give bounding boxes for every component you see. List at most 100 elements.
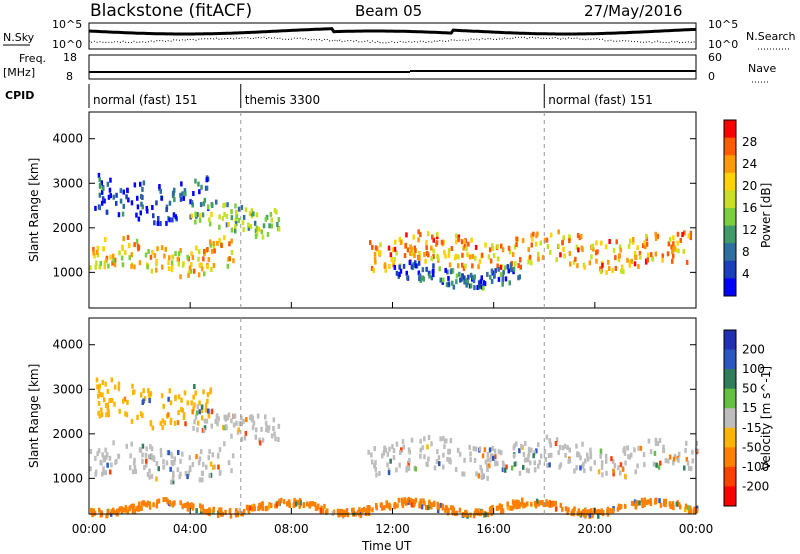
echo-cell xyxy=(158,184,161,189)
power-colorbar-tick-label: 12 xyxy=(742,223,757,237)
echo-cell xyxy=(658,438,662,443)
echo-cell xyxy=(132,503,135,509)
echo-cell xyxy=(195,245,198,251)
echo-cell xyxy=(501,274,505,280)
echo-cell xyxy=(176,420,180,426)
velocity-colorbar-swatch xyxy=(724,408,736,429)
echo-cell xyxy=(432,263,435,269)
echo-cell xyxy=(520,444,523,449)
echo-cell xyxy=(218,224,221,230)
echo-cell xyxy=(255,212,259,218)
echo-cell xyxy=(636,463,639,469)
echo-cell xyxy=(137,246,140,252)
echo-cell xyxy=(277,217,281,223)
echo-cell xyxy=(418,502,422,508)
echo-cell xyxy=(401,439,405,445)
echo-cell xyxy=(619,462,623,468)
echo-cell xyxy=(100,180,103,186)
echo-cell xyxy=(501,508,505,514)
echo-cell xyxy=(257,506,260,512)
echo-cell xyxy=(500,508,503,514)
echo-cell xyxy=(493,272,496,278)
echo-cell xyxy=(306,501,309,507)
echo-cell xyxy=(528,254,532,260)
velocity-colorbar-tick-label: -200 xyxy=(742,479,769,493)
echo-cell xyxy=(160,245,164,251)
echo-cell xyxy=(402,263,406,269)
echo-cell xyxy=(672,505,675,511)
echo-cell xyxy=(188,265,192,271)
echo-cell xyxy=(691,449,694,455)
echo-cell xyxy=(145,205,148,211)
echo-cell xyxy=(637,264,640,269)
echo-cell xyxy=(371,244,374,250)
echo-cell xyxy=(438,461,441,467)
echo-cell xyxy=(576,263,579,269)
echo-cell xyxy=(402,444,405,450)
echo-cell xyxy=(238,421,242,427)
velocity-ylabel: Slant Range [km] xyxy=(27,364,41,468)
freq-label: Freq. xyxy=(19,52,46,65)
echo-cell xyxy=(395,467,398,473)
echo-cell xyxy=(393,504,396,510)
echo-cell xyxy=(559,252,562,258)
y-tick-label: 3000 xyxy=(52,382,83,396)
echo-cell xyxy=(467,274,470,280)
radar-title: Blackstone (fitACF) xyxy=(90,1,252,21)
echo-cell xyxy=(179,471,182,477)
echo-cell xyxy=(643,462,646,468)
echo-cell xyxy=(653,450,657,456)
echo-cell xyxy=(155,461,159,466)
echo-cell xyxy=(242,418,245,424)
echo-cell xyxy=(676,231,680,237)
echo-cell xyxy=(515,502,518,508)
echo-cell xyxy=(98,205,101,211)
echo-cell xyxy=(216,240,219,246)
echo-cell xyxy=(192,503,195,509)
echo-cell xyxy=(469,457,472,463)
echo-cell xyxy=(204,402,208,408)
echo-cell xyxy=(181,503,184,509)
echo-cell xyxy=(100,412,104,418)
echo-cell xyxy=(359,513,362,519)
echo-cell xyxy=(167,450,170,456)
echo-cell xyxy=(684,503,688,509)
echo-cell xyxy=(125,412,129,418)
echo-cell xyxy=(609,508,612,514)
echo-cell xyxy=(206,264,209,270)
echo-cell xyxy=(316,505,319,511)
echo-cell xyxy=(584,458,587,464)
echo-cell xyxy=(550,502,554,508)
echo-cell xyxy=(649,449,653,455)
echo-cell xyxy=(654,499,657,505)
echo-cell xyxy=(549,249,552,255)
echo-cell xyxy=(141,452,144,458)
echo-cell xyxy=(270,217,273,223)
echo-cell xyxy=(669,504,672,510)
echo-cell xyxy=(201,477,204,483)
velocity-colorbar-tick-label: 50 xyxy=(742,382,757,396)
echo-cell xyxy=(562,235,565,241)
echo-cell xyxy=(515,242,518,248)
echo-cell xyxy=(109,254,112,260)
echo-cell xyxy=(207,204,210,210)
echo-cell xyxy=(223,211,226,217)
echo-cell xyxy=(608,239,611,244)
echo-cell xyxy=(581,247,584,253)
echo-cell xyxy=(519,256,522,262)
echo-cell xyxy=(135,506,138,512)
echo-cell xyxy=(251,415,254,421)
echo-cell xyxy=(253,220,257,226)
echo-cell xyxy=(383,445,386,451)
echo-cell xyxy=(163,420,167,426)
echo-cell xyxy=(408,260,412,266)
echo-cell xyxy=(188,465,192,471)
echo-cell xyxy=(268,223,271,229)
echo-cell xyxy=(209,242,212,248)
echo-cell xyxy=(663,498,666,504)
echo-cell xyxy=(577,508,581,514)
x-axis-label: Time UT xyxy=(361,539,412,553)
power-colorbar-swatch xyxy=(724,155,736,174)
echo-cell xyxy=(455,510,459,516)
echo-cell xyxy=(205,185,209,191)
